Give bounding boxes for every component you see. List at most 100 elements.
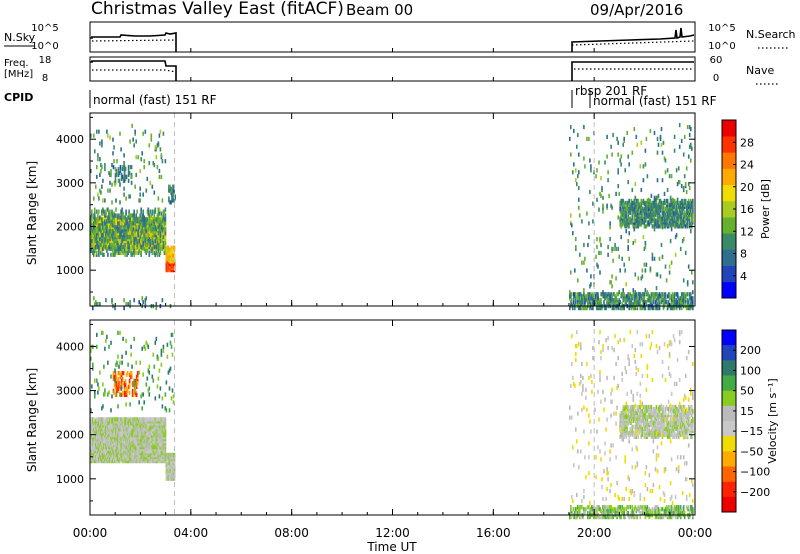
power-cell	[98, 217, 100, 222]
power-cell	[596, 262, 598, 267]
velocity-cell	[111, 417, 113, 422]
power-cell	[685, 204, 688, 209]
power-cell	[660, 200, 663, 205]
power-cell	[636, 296, 639, 301]
power-cell	[129, 165, 132, 170]
power-cell	[109, 172, 111, 177]
power-cell	[581, 294, 583, 299]
velocity-cell	[119, 445, 121, 450]
power-cell	[660, 300, 663, 305]
power-cell	[102, 216, 104, 221]
power-cell	[161, 159, 164, 164]
velocity-cell	[127, 427, 129, 432]
velocity-cell	[128, 419, 130, 424]
power-cell	[94, 221, 96, 226]
power-cell	[153, 209, 156, 214]
power-cell	[172, 188, 174, 193]
power-cell	[595, 294, 597, 299]
power-cell	[682, 185, 685, 191]
power-cell	[690, 158, 692, 163]
power-cell	[612, 292, 614, 297]
power-cell	[133, 298, 135, 303]
power-cell	[102, 178, 104, 183]
power-cell	[637, 202, 640, 207]
power-cell	[617, 215, 619, 220]
power-cell	[626, 218, 628, 223]
power-cell	[121, 239, 123, 244]
power-cell	[170, 200, 172, 205]
power-cell	[99, 141, 101, 146]
power-cell	[604, 292, 606, 297]
power-cell	[144, 248, 147, 253]
power-cell	[652, 300, 655, 305]
power-cell	[164, 207, 167, 212]
power-cell	[646, 208, 649, 213]
power-cell	[650, 208, 653, 213]
velocity-cell	[146, 417, 149, 422]
power-cell	[139, 213, 141, 218]
power-cell	[625, 294, 627, 299]
power-cell	[608, 296, 610, 301]
power-cell	[678, 180, 681, 185]
power-cell	[571, 292, 573, 297]
power-cell	[108, 215, 110, 220]
power-cell	[680, 207, 683, 212]
power-cell	[688, 125, 691, 130]
power-cell	[600, 242, 602, 248]
power-cell	[647, 220, 650, 225]
power-cell	[649, 202, 652, 207]
power-cell	[159, 217, 162, 222]
power-cell	[686, 125, 689, 130]
power-cell	[157, 141, 160, 146]
power-cell	[583, 125, 585, 130]
power-cell	[646, 220, 649, 225]
power-cell	[665, 204, 668, 209]
power-cell	[168, 259, 171, 264]
power-cell	[98, 196, 100, 201]
power-cell	[169, 247, 172, 252]
power-cell	[114, 182, 116, 187]
power-cell	[651, 256, 654, 261]
power-cell	[96, 174, 98, 179]
power-cell	[110, 213, 112, 218]
power-cell	[118, 216, 120, 221]
power-cell	[164, 231, 167, 236]
power-cell	[630, 202, 633, 207]
power-cell	[668, 270, 671, 275]
power-cell	[594, 292, 596, 297]
power-cell	[676, 212, 679, 217]
power-cell	[679, 200, 682, 205]
power-cell	[641, 200, 644, 205]
power-cell	[686, 220, 689, 225]
power-cell	[161, 246, 164, 251]
power-cell	[655, 208, 658, 213]
power-cell	[632, 200, 635, 205]
power-cell	[671, 206, 674, 211]
power-cell	[673, 134, 676, 139]
power-cell	[611, 284, 613, 289]
power-cell	[101, 139, 103, 144]
power-cell	[92, 306, 94, 311]
power-cell	[620, 162, 622, 167]
power-cell	[619, 268, 621, 273]
power-cell	[652, 306, 655, 311]
power-cell	[569, 290, 571, 295]
power-cell	[147, 233, 150, 238]
power-cell	[99, 172, 101, 177]
power-cell	[646, 174, 649, 179]
power-cell	[674, 212, 677, 217]
nsky-panel-frame	[89, 21, 696, 53]
power-cell	[157, 231, 160, 236]
power-cell	[124, 246, 126, 251]
power-cell	[643, 306, 646, 311]
power-cell	[677, 166, 680, 171]
power-cell	[645, 136, 648, 141]
power-cell	[619, 306, 621, 311]
velocity-cell	[95, 419, 97, 424]
power-cell	[635, 134, 638, 139]
power-cell	[664, 218, 667, 223]
power-cell	[146, 217, 149, 222]
power-cell	[143, 233, 145, 238]
power-cell	[125, 237, 127, 242]
power-cell	[647, 214, 650, 219]
